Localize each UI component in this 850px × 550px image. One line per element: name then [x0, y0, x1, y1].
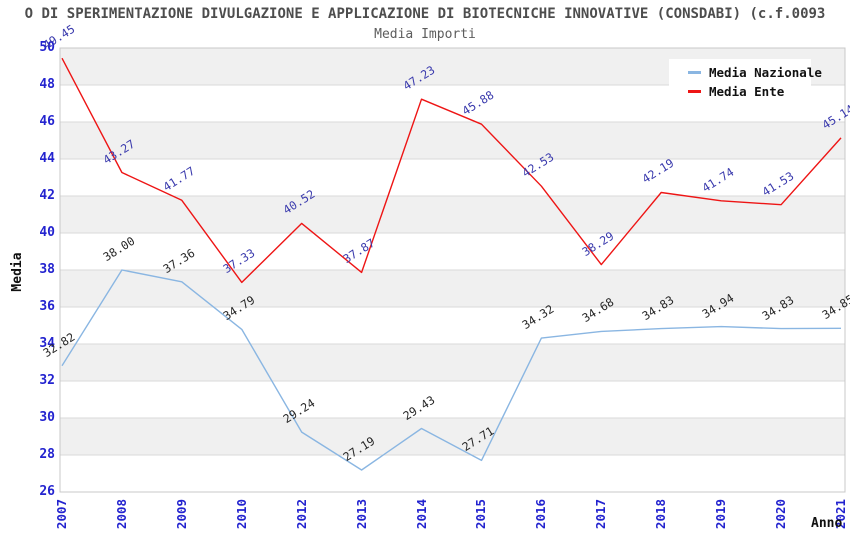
y-tick-label: 36 [39, 299, 55, 314]
grid-band [60, 418, 845, 455]
series-line-media-ente [61, 57, 842, 284]
grid-band [60, 344, 845, 381]
x-tick-label: 2013 [353, 498, 369, 530]
x-tick-label: 2008 [113, 498, 129, 530]
x-tick-label: 2020 [773, 498, 789, 530]
y-tick-label: 38 [39, 262, 55, 277]
x-tick-label: 2012 [293, 498, 309, 530]
grid-band [60, 196, 845, 233]
x-tick-label: 2009 [173, 498, 189, 530]
legend-item-media-ente: Media Ente [669, 82, 811, 101]
legend-label: Media Nazionale [709, 65, 822, 80]
y-tick-label: 34 [39, 336, 55, 351]
x-tick-label: 2014 [413, 498, 429, 530]
y-tick-label: 46 [39, 114, 55, 129]
y-tick-label: 28 [39, 447, 55, 462]
series-line-media-nazionale [61, 269, 842, 471]
y-tick-label: 42 [39, 188, 55, 203]
x-axis-title: Anno [811, 516, 843, 531]
plot-frame [59, 47, 846, 493]
x-tick-label: 2016 [533, 498, 549, 530]
y-axis-title: Media [10, 252, 25, 292]
y-tick-label: 44 [39, 151, 55, 166]
x-tick-label: 2018 [653, 498, 669, 530]
y-tick-label: 40 [39, 225, 55, 240]
x-tick-label: 2007 [54, 498, 69, 530]
line-swatch-icon [688, 71, 701, 74]
legend: Media Nazionale Media Ente [669, 59, 822, 101]
grid-band [60, 122, 845, 159]
x-tick-label: 2015 [473, 498, 489, 530]
legend-item-media-nazionale: Media Nazionale [669, 63, 822, 82]
legend-label: Media Ente [709, 84, 785, 99]
x-tick-label: 2010 [233, 498, 249, 530]
chart-title: O DI SPERIMENTAZIONE DIVULGAZIONE E APPL… [24, 6, 826, 22]
y-tick-label: 48 [39, 77, 55, 92]
line-swatch-icon [688, 90, 701, 93]
y-tick-label: 50 [39, 40, 55, 55]
x-tick-label: 2017 [593, 498, 609, 530]
y-tick-label: 26 [39, 484, 55, 499]
y-tick-label: 32 [39, 373, 55, 388]
y-tick-label: 30 [39, 410, 55, 425]
x-tick-label: 2019 [713, 498, 729, 530]
chart-subtitle: Media Importi [374, 27, 476, 42]
